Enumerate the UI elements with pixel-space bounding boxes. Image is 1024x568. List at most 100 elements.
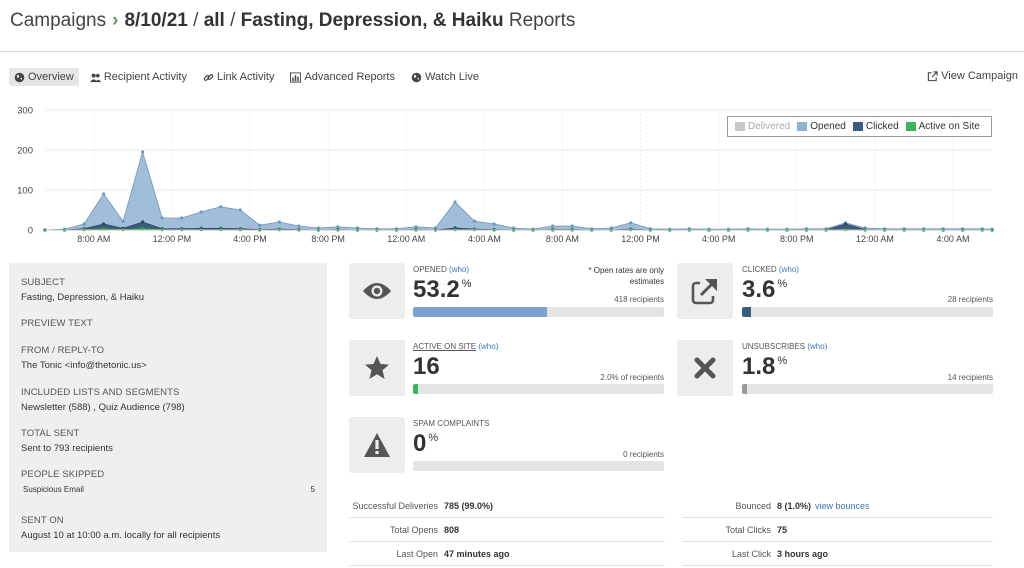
spam-icon-box	[349, 417, 405, 473]
subject-block: SUBJECT Fasting, Depression, & Haiku	[21, 277, 144, 303]
tab-link-activity[interactable]: Link Activity	[198, 68, 279, 86]
legend-item-opened[interactable]: Opened	[797, 121, 846, 132]
total-clicks-value: 75	[777, 524, 788, 535]
tab-recipient-activity[interactable]: Recipient Activity	[85, 68, 192, 86]
chart-y-tick-label: 200	[17, 146, 33, 157]
tab-overview[interactable]: Overview	[9, 68, 79, 86]
deliveries-row: Successful Deliveries 785 (99.0%)	[349, 494, 665, 518]
clicked-recipients: 28 recipients	[947, 295, 993, 304]
chart-x-tick-label: 4:00 AM	[936, 234, 969, 244]
chart-x-tick-label: 8:00 AM	[77, 234, 110, 244]
total-clicks-row: Total Clicks 75	[682, 518, 993, 542]
chart-point-opened	[492, 222, 496, 226]
people-skipped-block: PEOPLE SKIPPED	[21, 469, 104, 480]
people-skipped-label: PEOPLE SKIPPED	[21, 469, 105, 480]
external-link-icon	[927, 70, 938, 81]
legend-swatch-opened	[797, 122, 808, 131]
unsubscribes-who-link[interactable]: (who)	[807, 342, 828, 351]
chart-point-clicked	[141, 220, 145, 224]
from-label: FROM / REPLY-TO	[21, 345, 105, 356]
spam-percent: 0	[413, 430, 427, 457]
opened-percent: 53.2	[413, 276, 460, 303]
legend-swatch-active-on-site	[905, 122, 916, 131]
link-icon	[203, 73, 214, 81]
chart-point-opened	[101, 192, 106, 196]
total-clicks-label: Total Clicks	[725, 524, 771, 535]
chart-series-opened-area	[44, 150, 993, 231]
chart-point-opened	[199, 210, 203, 214]
chart-point-clicked	[101, 222, 106, 226]
chart-point-opened	[238, 208, 242, 212]
active-label: ACTIVE ON SITE (who)	[413, 342, 498, 351]
opened-unit: %	[461, 278, 472, 290]
active-icon-box	[349, 340, 405, 396]
chart-point-active-on-site	[141, 226, 145, 230]
active-recipients: 2.0% of recipients	[600, 373, 664, 382]
chart-point-opened	[277, 220, 281, 224]
clicked-label-text: CLICKED	[742, 265, 777, 274]
chart-point-opened	[551, 224, 555, 228]
active-label-text[interactable]: ACTIVE ON SITE	[413, 342, 477, 351]
unsubscribes-icon-box	[677, 340, 733, 396]
opened-icon-box	[349, 263, 405, 319]
unsubscribes-recipients: 14 recipients	[947, 373, 993, 382]
total-sent-label: TOTAL SENT	[21, 428, 80, 439]
unsubscribes-progress-fill	[742, 384, 747, 394]
tab-watch-live[interactable]: Watch Live	[406, 68, 484, 86]
breadcrumb-suffix: Reports	[508, 10, 576, 31]
total-sent-value: Sent to 793 recipients	[21, 443, 113, 454]
spam-progress-bar	[413, 461, 664, 471]
from-block: FROM / REPLY-TO The Tonic <info@thetonic…	[21, 345, 147, 371]
chart-x-tick-label: 4:00 PM	[702, 234, 736, 244]
active-value: 16	[413, 353, 440, 381]
chart-y-tick-label: 0	[28, 226, 33, 237]
legend-item-clicked[interactable]: Clicked	[852, 121, 899, 132]
legend-label-active-on-site: Active on Site	[918, 121, 980, 132]
bounced-label: Bounced	[735, 500, 771, 511]
spam-label: SPAM COMPLAINTS	[413, 419, 490, 428]
tab-advanced-reports-label: Advanced Reports	[304, 71, 395, 83]
opened-who-link[interactable]: (who)	[449, 265, 470, 274]
chart-x-tick-label: 12:00 PM	[153, 234, 192, 244]
unsubscribes-percent: 1.8	[742, 353, 776, 380]
breadcrumb-separator: /	[193, 10, 199, 31]
preview-text-block: PREVIEW TEXT	[21, 318, 93, 329]
external-link-icon	[691, 279, 717, 305]
clicked-who-link[interactable]: (who)	[778, 265, 799, 274]
legend-item-delivered[interactable]: Delivered	[735, 121, 790, 132]
chevron-right-icon: ›	[112, 10, 119, 31]
chart-x-tick-label: 12:00 AM	[387, 234, 425, 244]
open-rate-note: * Open rates are only estimates	[560, 265, 664, 287]
skipped-count: 5	[310, 485, 315, 494]
legend-item-active-on-site[interactable]: Active on Site	[905, 121, 980, 132]
chart-legend: Delivered Opened Clicked Active on Site	[727, 116, 992, 137]
skipped-reason: Suspicious Email	[23, 485, 84, 494]
unsubscribes-label-text: UNSUBSCRIBES	[742, 342, 806, 351]
last-open-row: Last Open 47 minutes ago	[349, 542, 665, 566]
view-campaign-link[interactable]: View Campaign	[927, 70, 1018, 82]
breadcrumb-segment: all	[203, 10, 225, 31]
eye-icon	[363, 283, 391, 299]
chart-point-opened	[160, 216, 164, 220]
view-bounces-link[interactable]: view bounces	[815, 500, 870, 511]
chart-x-tick-label: 12:00 AM	[856, 234, 894, 244]
tab-advanced-reports[interactable]: Advanced Reports	[285, 68, 400, 86]
legend-swatch-delivered	[735, 122, 745, 131]
active-who-link[interactable]: (who)	[478, 342, 499, 351]
opened-recipients: 418 recipients	[614, 295, 664, 304]
lists-block: INCLUDED LISTS AND SEGMENTS Newsletter (…	[21, 387, 185, 413]
view-campaign-label: View Campaign	[941, 70, 1018, 82]
active-progress-fill	[413, 384, 419, 394]
bar-chart-icon	[290, 71, 302, 83]
unsubscribes-unit: %	[777, 355, 788, 367]
chart-point-opened	[629, 221, 633, 225]
total-opens-value: 808	[444, 524, 460, 535]
sent-on-value: August 10 at 10:00 a.m. locally for all …	[21, 530, 221, 541]
breadcrumb-campaigns-link[interactable]: Campaigns	[10, 10, 107, 31]
open-rate-note-line2: estimates	[629, 277, 664, 286]
opened-value: 53.2%	[413, 276, 472, 304]
clicked-progress-fill	[742, 307, 752, 317]
last-click-row: Last Click 3 hours ago	[682, 542, 993, 566]
opened-progress-fill	[413, 307, 547, 317]
subject-value: Fasting, Depression, & Haiku	[21, 292, 145, 303]
